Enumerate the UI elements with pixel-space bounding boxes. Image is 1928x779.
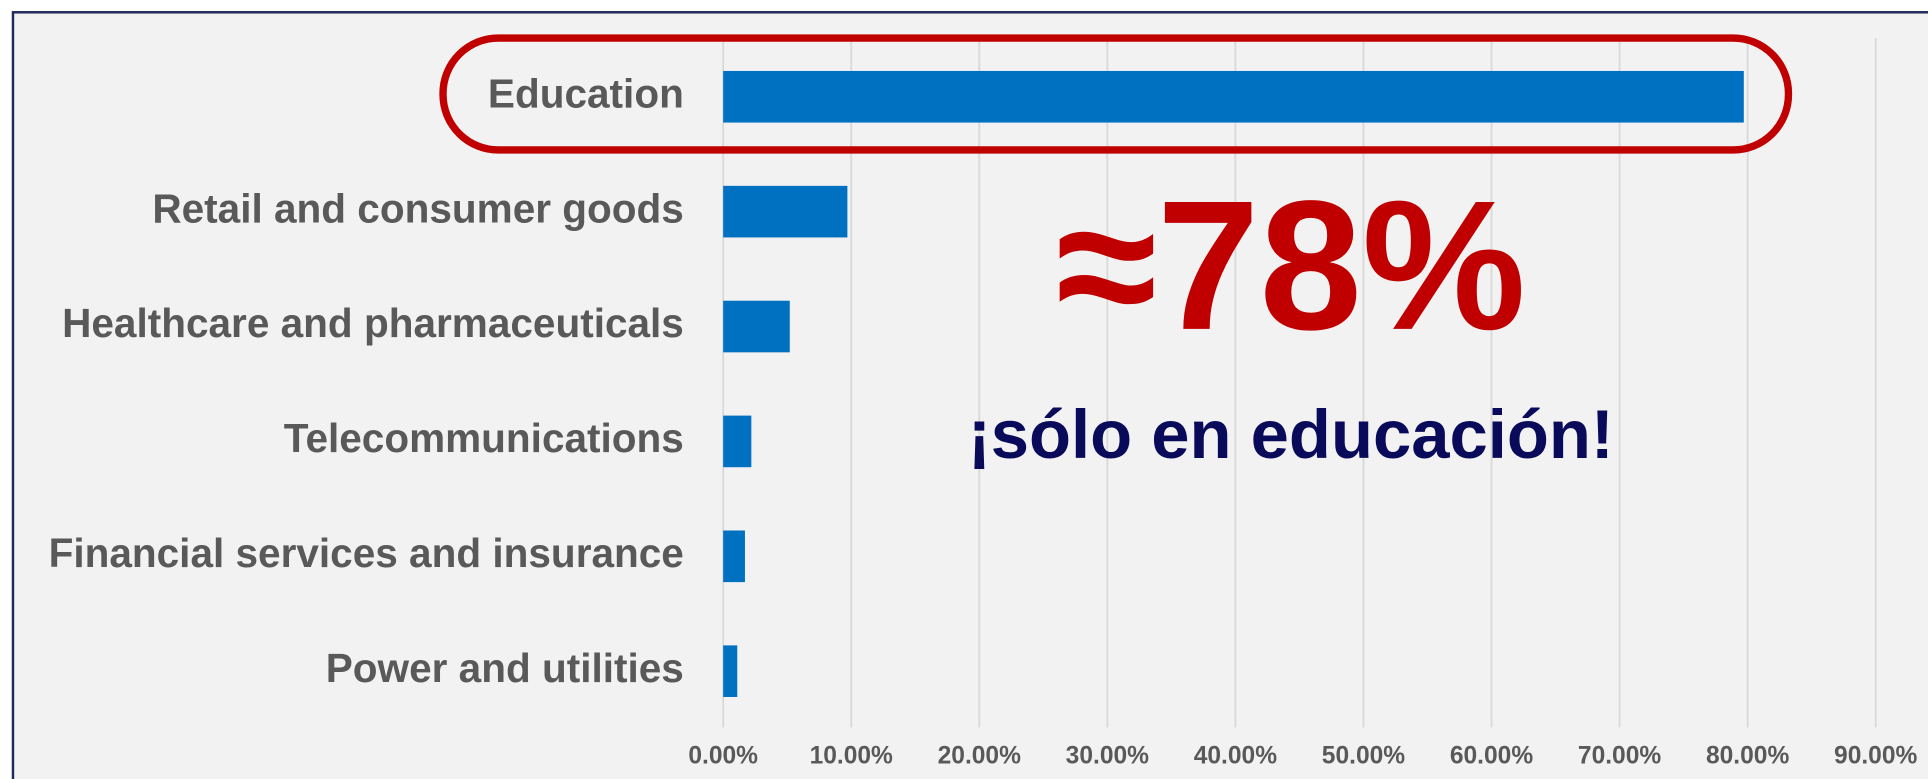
bars <box>723 70 1744 697</box>
category-label: Telecommunications <box>284 415 684 461</box>
bar <box>723 185 848 238</box>
bar <box>723 300 790 353</box>
highlight-outline <box>439 34 1793 154</box>
category-label: Financial services and insurance <box>49 530 684 576</box>
category-label: Power and utilities <box>326 645 684 691</box>
x-tick-label: 30.00% <box>1066 742 1149 769</box>
bar <box>723 530 745 583</box>
bar <box>723 70 1744 123</box>
x-tick-label: 40.00% <box>1194 742 1277 769</box>
bar <box>723 645 738 697</box>
x-tick-label: 90.00% <box>1834 742 1917 769</box>
x-tick-label: 70.00% <box>1578 742 1661 769</box>
x-tick-label: 10.00% <box>810 742 893 769</box>
category-label: Healthcare and pharmaceuticals <box>62 300 684 346</box>
chart-frame <box>11 11 1928 779</box>
big-annotation: ≈78% <box>1056 163 1526 369</box>
x-tick-label: 80.00% <box>1706 742 1789 769</box>
x-tick-label: 50.00% <box>1322 742 1405 769</box>
x-tick-label: 60.00% <box>1450 742 1533 769</box>
category-label: Retail and consumer goods <box>152 185 684 231</box>
category-label: Education <box>488 70 684 116</box>
sub-annotation: ¡sólo en educación! <box>968 396 1614 473</box>
x-tick-label: 20.00% <box>938 742 1021 769</box>
bar <box>723 415 752 468</box>
x-tick-label: 0.00% <box>688 742 758 769</box>
